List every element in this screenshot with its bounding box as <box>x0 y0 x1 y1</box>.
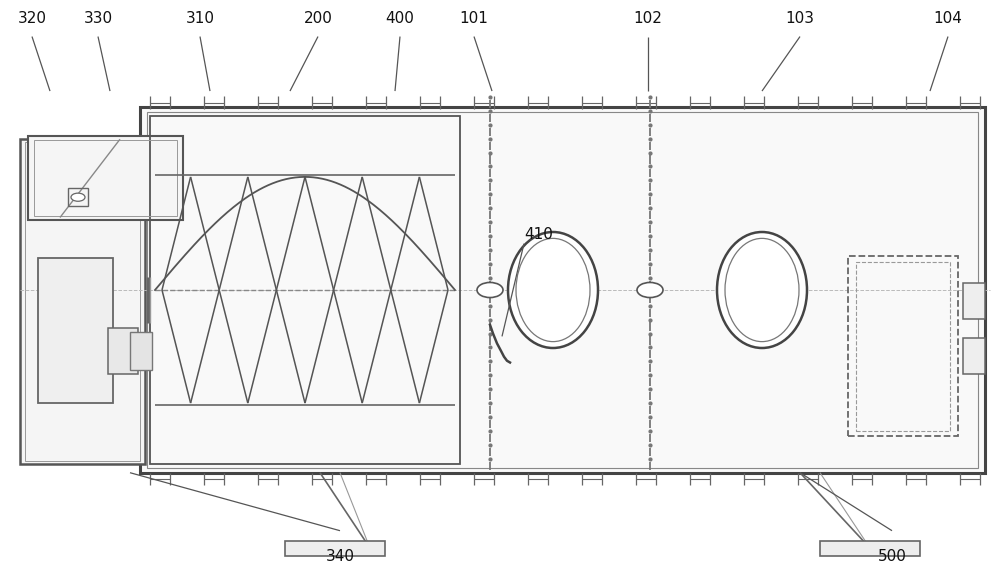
Bar <box>856 262 950 431</box>
Bar <box>68 188 88 206</box>
Text: 410: 410 <box>524 227 553 242</box>
Ellipse shape <box>508 232 598 348</box>
Bar <box>147 112 978 468</box>
Text: 102: 102 <box>634 11 662 26</box>
Text: 400: 400 <box>386 11 414 26</box>
Bar <box>820 541 920 556</box>
Text: 320: 320 <box>18 11 46 26</box>
Bar <box>130 332 152 370</box>
Bar <box>28 136 183 220</box>
Text: 103: 103 <box>786 11 814 26</box>
Ellipse shape <box>717 232 807 348</box>
Circle shape <box>477 282 503 298</box>
Bar <box>848 256 958 436</box>
Text: 500: 500 <box>878 549 906 564</box>
Text: 340: 340 <box>326 549 354 564</box>
Bar <box>20 139 145 464</box>
Bar <box>963 338 985 374</box>
Text: 330: 330 <box>83 11 113 26</box>
Bar <box>285 541 385 556</box>
Bar <box>38 258 113 403</box>
Bar <box>140 107 985 473</box>
Text: 101: 101 <box>460 11 488 26</box>
Circle shape <box>637 282 663 298</box>
Bar <box>150 116 460 464</box>
Bar <box>34 140 177 216</box>
Bar <box>25 142 140 461</box>
Text: 310: 310 <box>186 11 214 26</box>
Text: 200: 200 <box>304 11 332 26</box>
Bar <box>108 328 138 374</box>
Text: 104: 104 <box>934 11 962 26</box>
Bar <box>963 283 985 319</box>
Circle shape <box>71 193 85 201</box>
